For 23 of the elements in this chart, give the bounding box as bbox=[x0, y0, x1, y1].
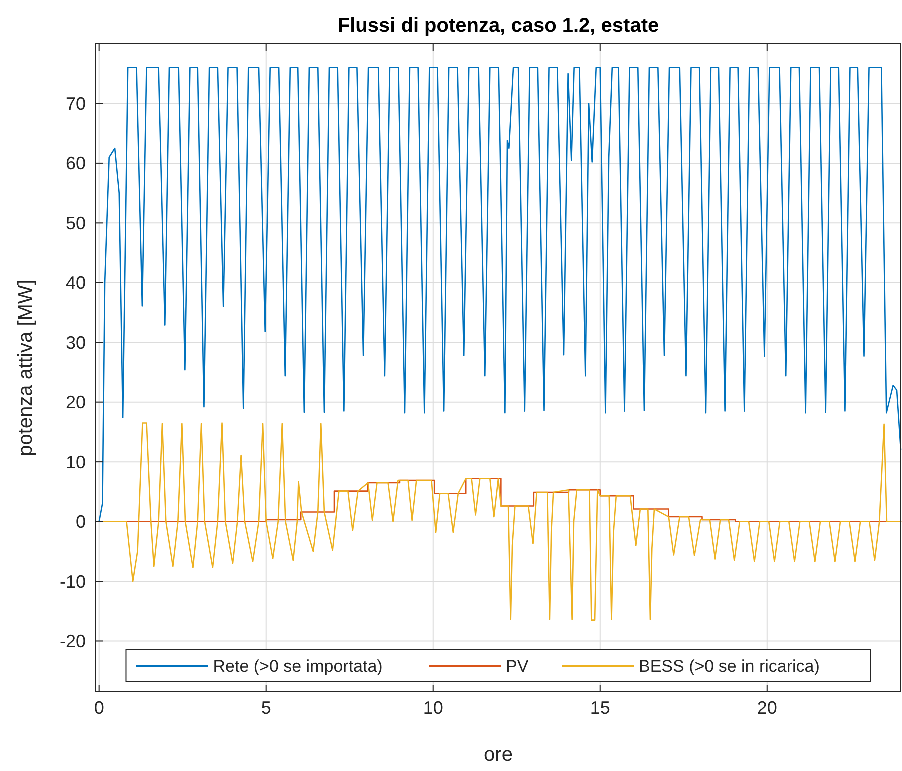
y-tick-label: 10 bbox=[66, 452, 86, 472]
legend-label: Rete (>0 se importata) bbox=[213, 656, 383, 676]
y-tick-label: -10 bbox=[60, 572, 86, 592]
y-tick-label: 50 bbox=[66, 213, 86, 234]
y-tick-label: 20 bbox=[66, 392, 86, 413]
x-tick-label: 0 bbox=[94, 698, 104, 718]
x-tick-label: 10 bbox=[423, 698, 444, 718]
chart-title: Flussi di potenza, caso 1.2, estate bbox=[338, 15, 660, 37]
y-axis-title: potenza attiva [MW] bbox=[15, 280, 37, 456]
x-tick-label: 15 bbox=[590, 698, 610, 718]
y-tick-label: 70 bbox=[66, 94, 86, 114]
line-series bbox=[98, 67, 902, 522]
y-tick-label: 30 bbox=[66, 332, 86, 353]
y-tick-label: 0 bbox=[76, 512, 86, 532]
line-series bbox=[98, 422, 902, 621]
legend-label: PV bbox=[506, 656, 530, 676]
y-tick-label: 60 bbox=[66, 154, 86, 174]
x-tick-label: 5 bbox=[261, 698, 272, 718]
y-tick-label: -20 bbox=[60, 632, 86, 652]
legend-label: BESS (>0 se in ricarica) bbox=[639, 656, 820, 676]
y-tick-label: 40 bbox=[66, 273, 86, 294]
x-axis-title: ore bbox=[484, 744, 513, 766]
x-tick-label: 20 bbox=[757, 698, 778, 718]
